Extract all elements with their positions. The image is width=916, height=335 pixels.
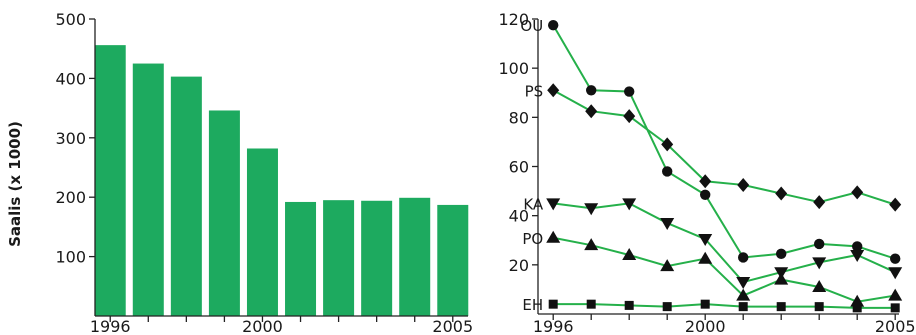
data-point: [852, 303, 862, 313]
series-label: EH: [522, 296, 543, 314]
bar: [132, 63, 164, 316]
x-tick-label: 1996: [90, 317, 131, 335]
x-tick-label: 2000: [242, 317, 283, 335]
data-point: [546, 230, 561, 243]
data-point: [737, 177, 750, 192]
data-point: [812, 257, 827, 270]
bar: [361, 200, 393, 316]
data-point: [586, 85, 597, 96]
data-point: [586, 299, 596, 309]
data-point: [736, 288, 751, 301]
x-tick-label: 2005: [432, 317, 473, 335]
series-line: [553, 202, 896, 284]
y-tick-label: 20: [509, 256, 529, 275]
series-ps: PS: [525, 82, 902, 212]
x-tick-label: 1996: [533, 317, 574, 335]
series-po: PO: [522, 230, 903, 307]
data-point: [584, 238, 599, 251]
y-axis-title: Saalis (x 1000): [6, 121, 24, 247]
data-point: [888, 267, 903, 280]
bar: [399, 197, 431, 316]
series-label: PO: [522, 230, 543, 248]
y-tick-label: 400: [55, 69, 86, 88]
bar: [170, 76, 202, 316]
y-tick-label: 100: [498, 59, 529, 78]
data-point: [852, 241, 863, 252]
data-point: [624, 300, 634, 310]
data-point: [888, 288, 903, 301]
y-tick-label: 200: [55, 188, 86, 207]
data-point: [584, 203, 599, 216]
bar: [323, 200, 355, 316]
y-tick-label: 80: [509, 108, 529, 127]
y-tick-label: 500: [55, 10, 86, 29]
data-point: [736, 277, 751, 290]
data-point: [661, 137, 674, 152]
bar: [94, 45, 126, 317]
data-point: [890, 253, 901, 264]
series-line: [553, 303, 896, 309]
series-label: PS: [525, 82, 544, 100]
data-point: [774, 272, 789, 285]
series-ou: OU: [520, 17, 901, 264]
data-point: [738, 302, 748, 312]
bar: [437, 204, 469, 316]
data-point: [850, 250, 865, 262]
data-point: [662, 302, 672, 312]
line-chart-panel: 20 40 60 80 100 120 1996 2000 2005 OU PS KA PO EH: [498, 10, 915, 335]
data-point: [700, 189, 711, 200]
data-point: [738, 252, 749, 263]
data-point: [662, 166, 673, 177]
data-point: [812, 279, 827, 292]
series-label: OU: [520, 17, 543, 35]
bar: [285, 201, 317, 316]
data-point: [622, 198, 637, 211]
data-point: [813, 195, 826, 210]
data-point: [585, 104, 598, 119]
data-point: [775, 186, 788, 201]
data-point: [622, 248, 637, 260]
y-tick-label: 100: [55, 248, 86, 267]
data-point: [698, 234, 713, 247]
data-point: [660, 218, 675, 231]
data-point: [814, 238, 825, 250]
data-point: [623, 109, 636, 124]
data-point: [548, 299, 558, 309]
data-point: [546, 198, 561, 211]
data-point: [776, 248, 787, 259]
data-point: [851, 185, 864, 200]
y-tick-label: 300: [55, 129, 86, 148]
data-point: [776, 302, 786, 312]
data-point: [547, 83, 560, 98]
x-tick-label: 2005: [875, 317, 916, 335]
series-eh: EH: [522, 296, 900, 314]
data-point: [890, 303, 900, 313]
series-line: [552, 24, 896, 260]
data-point: [660, 259, 675, 272]
bar: [208, 110, 240, 316]
series-label: KA: [523, 195, 544, 213]
series-line: [552, 89, 896, 206]
bar-chart-panel: Saalis (x 1000) 100 200 300 400 500 1996 2000 2…: [6, 10, 473, 335]
data-point: [814, 302, 824, 312]
data-point: [700, 299, 710, 309]
y-tick-label: 40: [509, 207, 529, 226]
y-tick-label: 60: [509, 158, 529, 177]
data-point: [548, 19, 559, 31]
data-point: [624, 86, 635, 97]
data-point: [889, 197, 902, 212]
data-point: [699, 174, 712, 189]
x-tick-label: 2000: [685, 317, 726, 335]
y-tick-label: 120: [498, 10, 529, 29]
series-line: [553, 236, 896, 303]
bar: [246, 148, 278, 316]
data-point: [698, 251, 713, 264]
